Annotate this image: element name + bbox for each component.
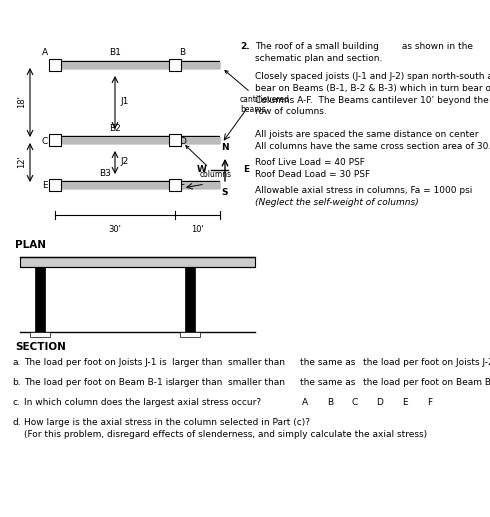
- Text: Closely spaced joists (J-1 and J-2) span north-south and
bear on Beams (B-1, B-2: Closely spaced joists (J-1 and J-2) span…: [255, 72, 490, 116]
- Text: B2: B2: [109, 124, 121, 133]
- Text: The roof of a small building        as shown in the
schematic plan and section.: The roof of a small building as shown in…: [255, 42, 473, 63]
- Text: the load per foot on Beam B-3: the load per foot on Beam B-3: [363, 378, 490, 387]
- Bar: [180, 332, 200, 337]
- Text: C: C: [42, 136, 48, 145]
- Text: B: B: [327, 398, 333, 407]
- Text: SECTION: SECTION: [15, 342, 66, 352]
- Bar: [185, 267, 195, 332]
- Bar: [169, 59, 181, 71]
- Text: J2: J2: [120, 158, 128, 166]
- Text: A: A: [42, 48, 48, 57]
- Text: E: E: [402, 398, 408, 407]
- Bar: [49, 59, 61, 71]
- Text: columns: columns: [186, 146, 232, 179]
- Text: 18': 18': [18, 96, 26, 109]
- Bar: [169, 134, 181, 146]
- Text: S: S: [222, 188, 228, 197]
- Text: N: N: [221, 143, 229, 152]
- Text: B: B: [179, 48, 185, 57]
- Text: B3: B3: [99, 169, 111, 178]
- Text: E: E: [42, 181, 48, 190]
- Text: 12': 12': [18, 156, 26, 169]
- Text: d.: d.: [12, 418, 21, 427]
- Text: a.: a.: [12, 358, 21, 367]
- Text: In which column does the largest axial stress occur?: In which column does the largest axial s…: [24, 398, 261, 407]
- Text: Allowable axial stress in columns, Fa = 1000 psi: Allowable axial stress in columns, Fa = …: [255, 186, 472, 195]
- Text: the same as: the same as: [300, 378, 355, 387]
- Text: D: D: [179, 136, 186, 145]
- Text: smaller than: smaller than: [228, 358, 285, 367]
- Text: 2.: 2.: [240, 42, 249, 51]
- Text: W: W: [197, 165, 207, 175]
- Text: the same as: the same as: [300, 358, 355, 367]
- Text: cantilievered
beams: cantilievered beams: [225, 70, 290, 114]
- Bar: [49, 179, 61, 191]
- Text: B1: B1: [109, 48, 121, 57]
- Text: The load per foot on Beam B-1 is: The load per foot on Beam B-1 is: [24, 378, 173, 387]
- Text: All joists are spaced the same distance on center
All columns have the same cros: All joists are spaced the same distance …: [255, 130, 490, 151]
- Text: How large is the axial stress in the column selected in Part (c)?: How large is the axial stress in the col…: [24, 418, 310, 427]
- Text: D: D: [376, 398, 384, 407]
- Bar: [20, 257, 255, 267]
- Bar: [35, 267, 45, 332]
- Text: c.: c.: [12, 398, 20, 407]
- Bar: [169, 179, 181, 191]
- Text: larger than: larger than: [172, 378, 222, 387]
- Text: (Neglect the self-weight of columns): (Neglect the self-weight of columns): [255, 198, 419, 207]
- Text: PLAN: PLAN: [15, 240, 46, 250]
- Text: A: A: [302, 398, 308, 407]
- Text: smaller than: smaller than: [228, 378, 285, 387]
- Text: J1: J1: [120, 98, 128, 107]
- Bar: [49, 134, 61, 146]
- Text: larger than: larger than: [172, 358, 222, 367]
- Text: C: C: [352, 398, 358, 407]
- Text: E: E: [243, 165, 249, 175]
- Text: F: F: [427, 398, 433, 407]
- Text: (For this problem, disregard effects of slenderness, and simply calculate the ax: (For this problem, disregard effects of …: [24, 430, 427, 439]
- Bar: [30, 332, 50, 337]
- Text: F: F: [179, 181, 184, 190]
- Text: b.: b.: [12, 378, 21, 387]
- Text: The load per foot on Joists J-1 is: The load per foot on Joists J-1 is: [24, 358, 167, 367]
- Text: 30': 30': [109, 225, 122, 234]
- Text: Roof Live Load = 40 PSF
Roof Dead Load = 30 PSF: Roof Live Load = 40 PSF Roof Dead Load =…: [255, 158, 370, 179]
- Text: the load per foot on Joists J-2: the load per foot on Joists J-2: [363, 358, 490, 367]
- Text: 10': 10': [191, 225, 203, 234]
